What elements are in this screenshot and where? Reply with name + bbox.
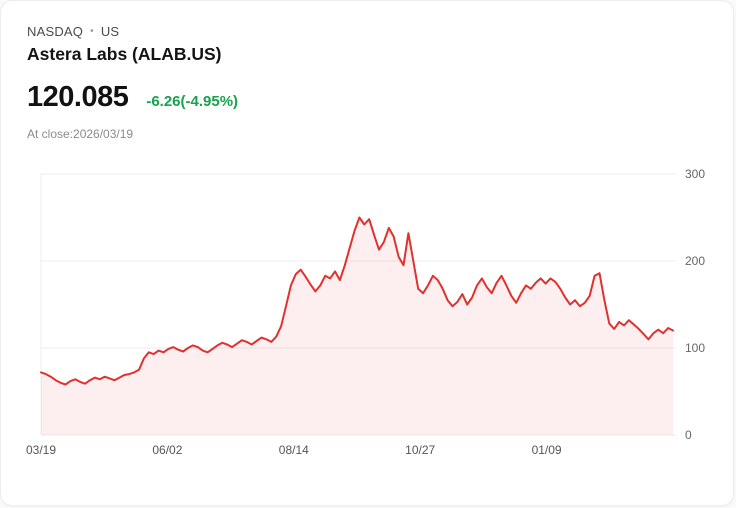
quote-header: NASDAQ • US Astera Labs (ALAB.US) 120.08…: [1, 1, 733, 142]
x-tick-label: 03/19: [26, 443, 56, 457]
close-date: At close:2026/03/19: [27, 127, 134, 141]
current-price: 120.085: [27, 81, 129, 113]
price-line: [40, 216, 674, 386]
price-area: [41, 217, 673, 435]
stock-title: Astera Labs (ALAB.US): [27, 44, 222, 64]
y-tick-label: 0: [685, 428, 692, 442]
y-tick-label: 100: [685, 341, 705, 355]
y-tick-label: 200: [685, 254, 705, 268]
exchange-info: NASDAQ • US: [27, 23, 707, 39]
x-tick-label: 06/02: [152, 443, 182, 457]
y-tick-label: 300: [685, 167, 705, 181]
price-change: -6.26(-4.95%): [146, 93, 239, 110]
exchange-name: NASDAQ: [27, 23, 84, 39]
region-label: US: [100, 23, 120, 39]
x-tick-label: 08/14: [279, 443, 309, 457]
x-tick-label: 01/09: [532, 443, 562, 457]
price-row: 120.085 -6.26(-4.95%): [27, 81, 707, 115]
x-tick-label: 10/27: [405, 443, 435, 457]
price-chart[interactable]: 0 100 200 300 03/19 06/02 08/14 10/27 01/09: [1, 162, 734, 462]
separator-dot-icon: •: [90, 25, 94, 37]
